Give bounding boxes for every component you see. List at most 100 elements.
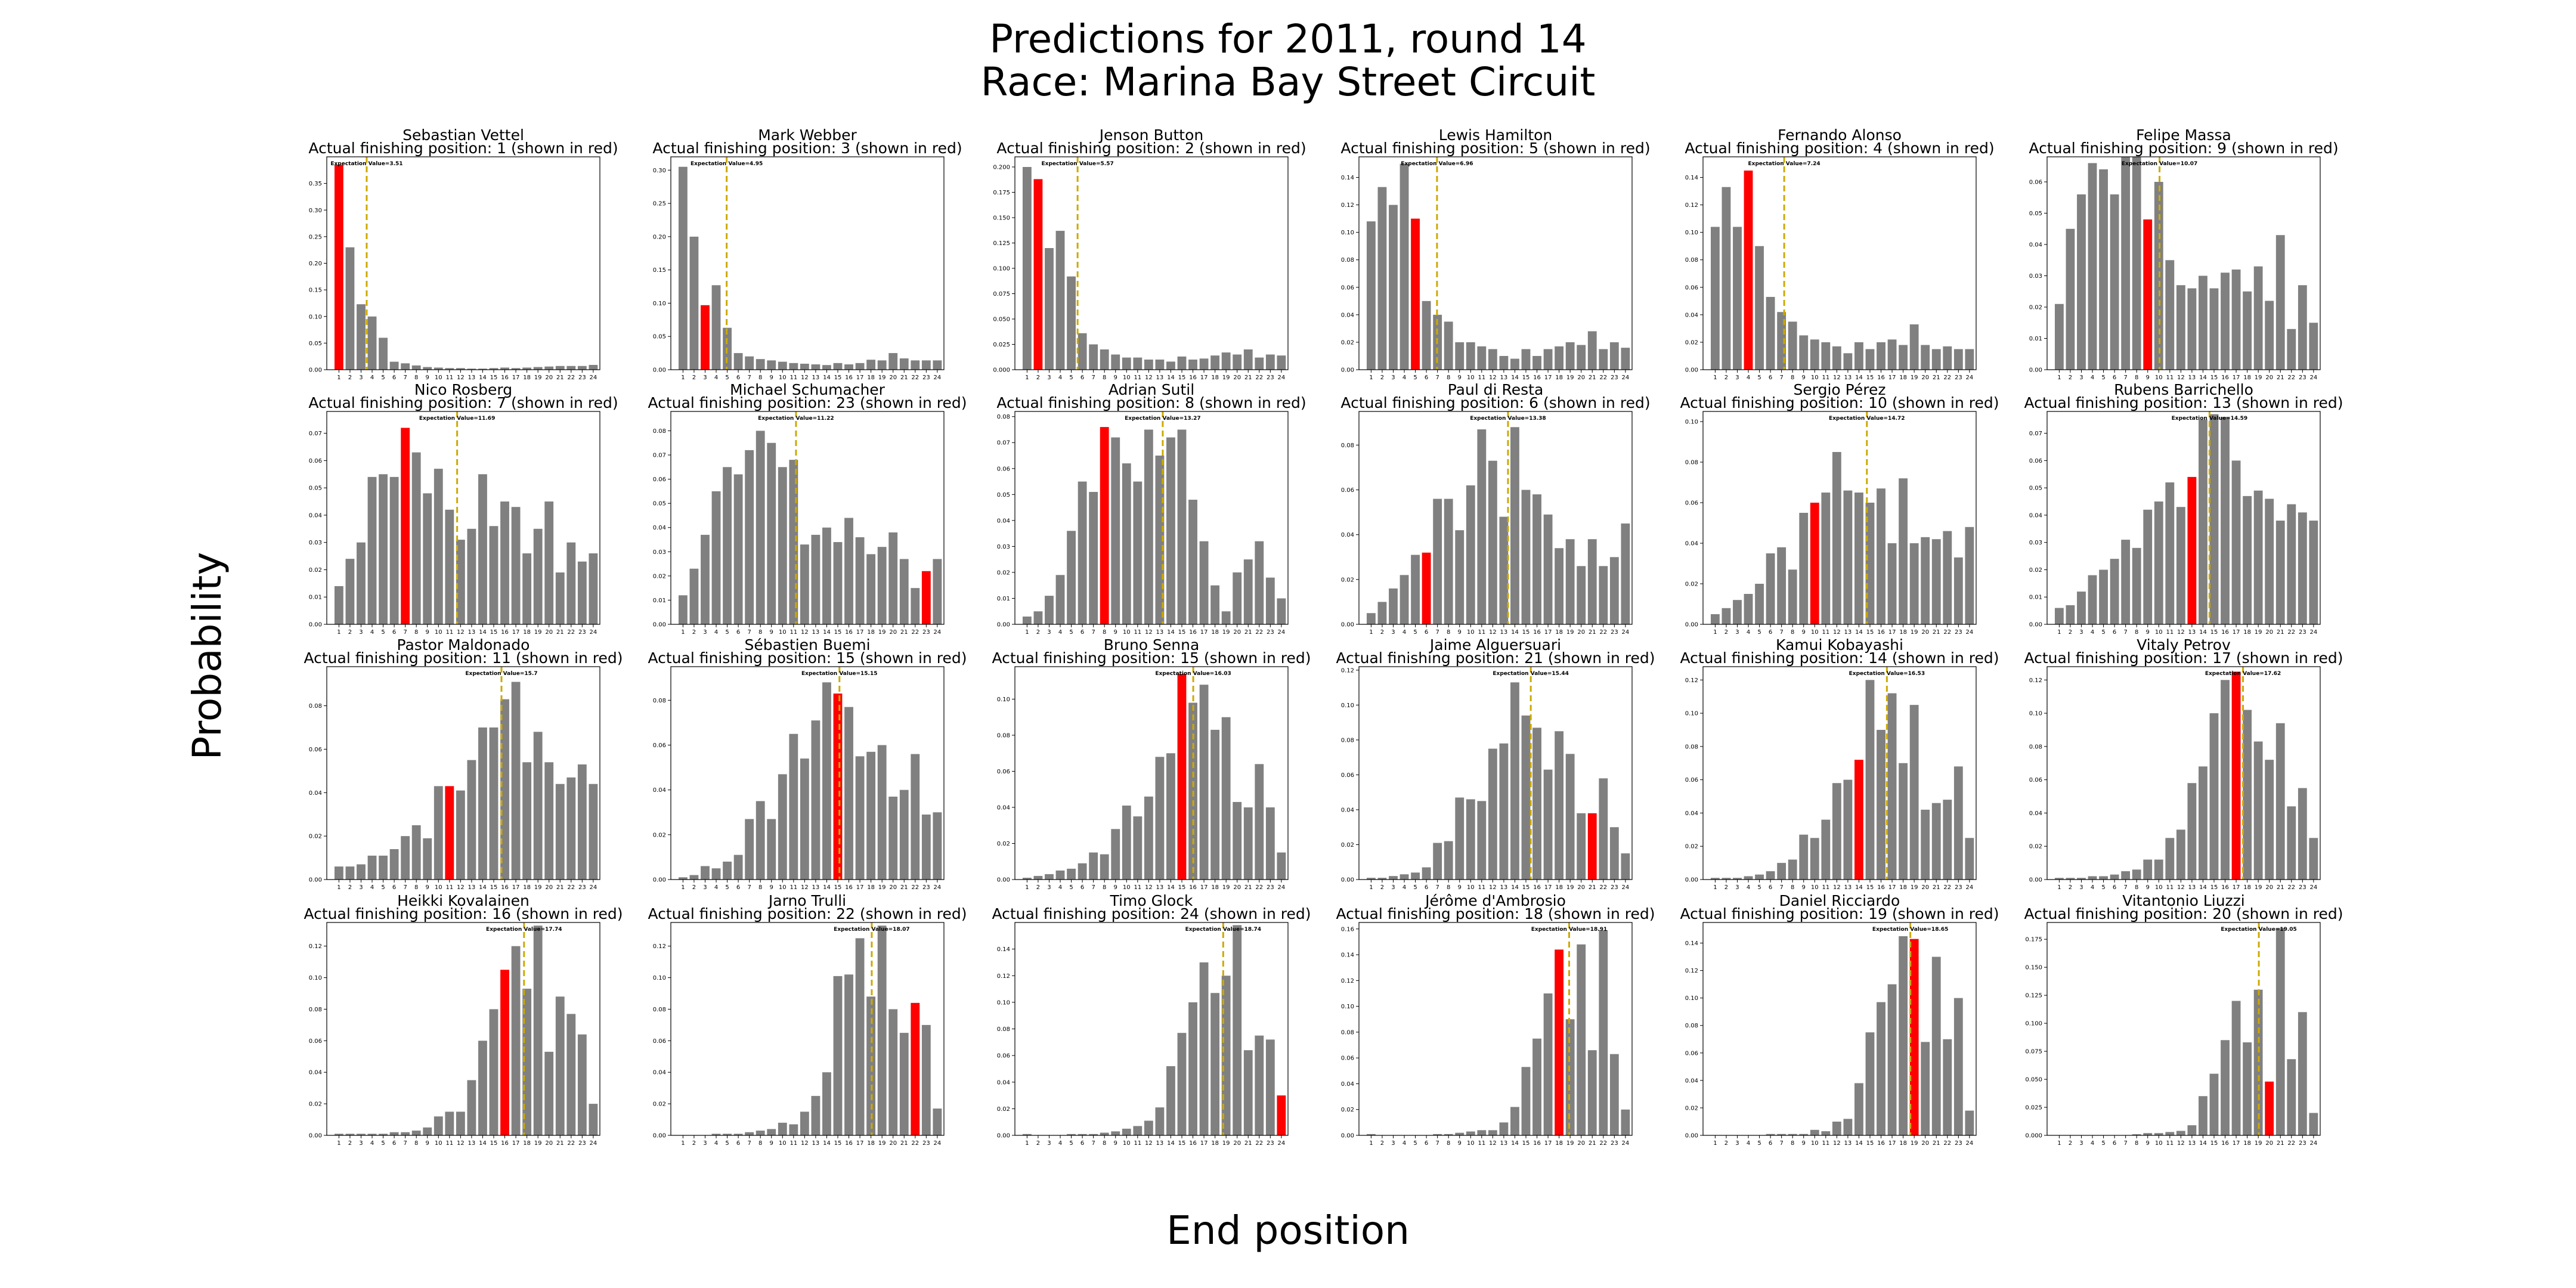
bar <box>1843 1119 1853 1135</box>
bar <box>1089 491 1098 624</box>
y-tick-label: 0.30 <box>309 208 322 214</box>
x-tick-label: 15 <box>1522 1140 1530 1147</box>
x-tick-label: 15 <box>834 374 842 381</box>
bar <box>1921 537 1930 624</box>
x-tick-label: 17 <box>1888 374 1896 381</box>
bar <box>866 554 876 624</box>
bar <box>2209 288 2219 370</box>
x-tick-label: 22 <box>1255 629 1263 636</box>
bar <box>911 754 920 880</box>
bar <box>1210 585 1220 624</box>
x-tick-label: 21 <box>900 1140 908 1147</box>
bar <box>2176 829 2185 880</box>
x-tick-label: 22 <box>1255 374 1263 381</box>
x-tick-label: 1 <box>2057 884 2061 891</box>
x-tick-label: 23 <box>1267 374 1274 381</box>
x-tick-label: 17 <box>1544 629 1552 636</box>
y-tick-label: 0.20 <box>653 234 666 240</box>
x-tick-label: 9 <box>1114 374 1117 381</box>
bar <box>2287 1059 2296 1135</box>
bar <box>1710 614 1720 624</box>
y-tick-label: 0.10 <box>1341 1004 1354 1010</box>
x-tick-label: 20 <box>889 374 897 381</box>
bar <box>1400 575 1409 624</box>
x-tick-label: 12 <box>1145 884 1153 891</box>
y-tick-label: 0.08 <box>997 732 1010 739</box>
y-tick-label: 0.00 <box>309 877 322 884</box>
x-tick-label: 6 <box>736 629 740 636</box>
axes-frame <box>1014 411 1289 625</box>
x-tick-label: 16 <box>1877 1140 1885 1147</box>
x-tick-label: 16 <box>1189 884 1197 891</box>
bar <box>2209 1073 2219 1135</box>
y-tick-label: 0.075 <box>993 291 1010 298</box>
x-tick-label: 7 <box>747 629 751 636</box>
bar <box>345 247 355 370</box>
bar <box>2077 878 2086 880</box>
bar <box>1810 1129 1819 1135</box>
y-tick-label: 0.00 <box>1685 367 1698 374</box>
bar <box>1821 342 1831 370</box>
bar <box>1766 1134 1775 1135</box>
bar <box>888 796 898 880</box>
bar <box>467 369 476 370</box>
bar <box>566 777 576 880</box>
x-tick-label: 4 <box>2091 1140 2094 1147</box>
x-tick-label: 22 <box>2287 629 2295 636</box>
x-tick-label: 16 <box>1877 374 1885 381</box>
x-tick-label: 17 <box>1200 1140 1208 1147</box>
x-tick-label: 13 <box>812 884 820 891</box>
x-tick-label: 8 <box>414 374 418 381</box>
bar <box>423 838 432 880</box>
bar <box>401 836 410 880</box>
y-tick-label: 0.06 <box>309 1038 322 1045</box>
bar <box>911 588 920 624</box>
bar <box>1565 754 1575 880</box>
x-tick-label: 20 <box>1921 374 1929 381</box>
x-tick-label: 3 <box>1735 629 1739 636</box>
x-tick-label: 18 <box>1899 1140 1907 1147</box>
x-tick-label: 6 <box>1425 629 1428 636</box>
bar <box>1587 1050 1597 1135</box>
bar <box>522 553 532 624</box>
x-tick-label: 22 <box>1599 884 1607 891</box>
x-tick-label: 4 <box>714 884 718 891</box>
x-tick-label: 17 <box>1544 1140 1552 1147</box>
bar <box>921 815 931 880</box>
bar <box>1100 349 1109 370</box>
y-tick-label: 0.10 <box>653 975 666 982</box>
y-tick-label: 0.10 <box>309 314 322 320</box>
bar <box>423 493 432 624</box>
x-tick-label: 15 <box>490 629 498 636</box>
x-tick-label: 24 <box>1966 884 1974 891</box>
x-tick-label: 18 <box>523 629 531 636</box>
x-tick-label: 21 <box>1933 629 1940 636</box>
y-tick-label: 0.06 <box>309 747 322 753</box>
bar <box>1521 490 1531 624</box>
x-tick-label: 18 <box>523 1140 531 1147</box>
x-tick-label: 24 <box>1622 374 1630 381</box>
bar-actual-position <box>1744 171 1753 370</box>
x-tick-label: 5 <box>381 884 385 891</box>
x-tick-label: 19 <box>1566 1140 1574 1147</box>
x-tick-label: 13 <box>468 374 476 381</box>
x-tick-label: 21 <box>1589 884 1596 891</box>
bar <box>2165 838 2175 880</box>
x-tick-label: 8 <box>758 884 762 891</box>
axes-frame <box>326 666 600 880</box>
x-tick-label: 1 <box>681 884 685 891</box>
bar <box>1899 345 1908 370</box>
x-tick-label: 3 <box>2079 374 2083 381</box>
bar <box>2265 499 2274 624</box>
y-tick-label: 0.00 <box>1341 877 1354 884</box>
y-tick-label: 0.02 <box>653 573 666 580</box>
bar <box>1422 867 1431 880</box>
bar <box>933 1109 942 1135</box>
x-tick-label: 20 <box>1577 629 1585 636</box>
x-tick-label: 3 <box>1391 629 1395 636</box>
bar <box>500 501 509 624</box>
bar <box>423 367 432 370</box>
